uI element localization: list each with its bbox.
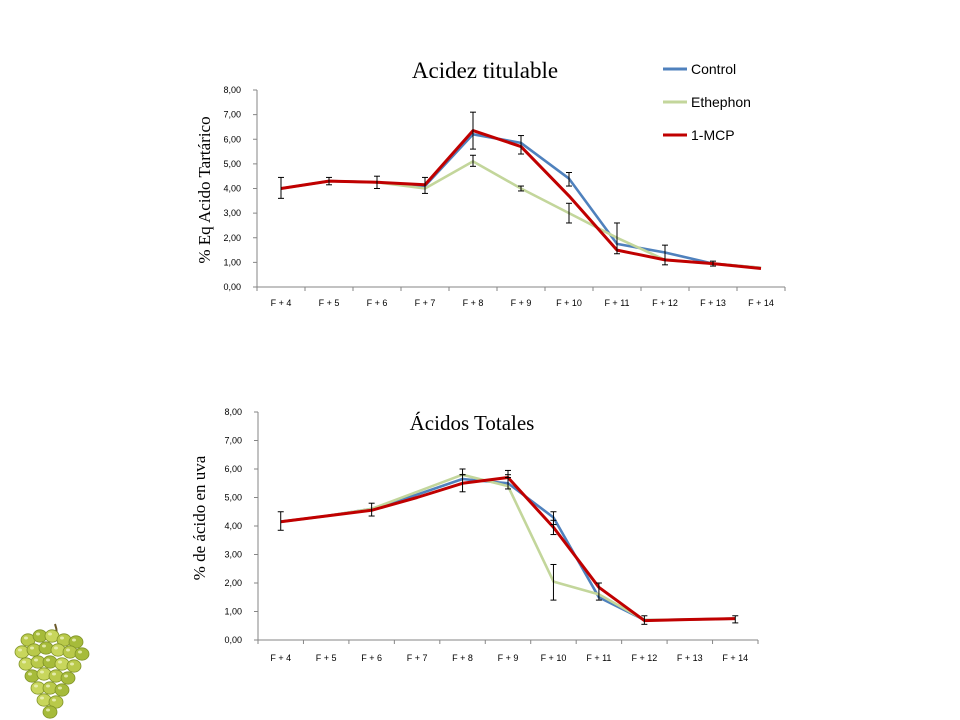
acidez-x-tick-label: F + 10: [556, 298, 582, 308]
acidez-y-tick-label: 5,00: [223, 159, 241, 169]
acidos-error-bar: [277, 511, 284, 531]
acidez-error-bar: [470, 154, 476, 167]
acidez-error-bar: [566, 171, 572, 187]
acidez-x-tick-label: F + 12: [652, 298, 678, 308]
acidos-x-tick-label: F + 11: [586, 653, 611, 663]
acidez-x-tick-label: F + 13: [700, 298, 726, 308]
acidos-x-tick-label: F + 4: [270, 653, 291, 663]
acidez-y-tick-label: 2,00: [223, 233, 241, 243]
acidos-x-tick-label: F + 7: [407, 653, 428, 663]
acidos-error-bar: [459, 468, 466, 476]
acidos-error-bar: [550, 563, 557, 601]
acidez-error-bar: [470, 111, 476, 150]
acidez-y-tick-label: 0,00: [223, 282, 241, 292]
acidos-y-tick-label: 1,00: [224, 607, 242, 617]
acidos-series-1-mcp: [280, 476, 736, 623]
acidos-x-tick-label: F + 8: [452, 653, 473, 663]
legend-label: Ethephon: [691, 94, 751, 110]
acidos-y-tick-label: 6,00: [224, 464, 242, 474]
legend-label: Control: [691, 61, 736, 77]
acidos-y-tick-label: 7,00: [224, 436, 242, 446]
acidez-y-tick-label: 7,00: [223, 110, 241, 120]
acidos-error-bar: [368, 502, 375, 517]
acidos-chart-title: Ácidos Totales: [410, 411, 535, 435]
acidos-x-tick-label: F + 14: [722, 653, 748, 663]
chart-acidez-titulable: Acidez titulable % Eq Acido Tartárico 0,00…: [195, 58, 786, 308]
acidez-x-tick-label: F + 9: [511, 298, 532, 308]
acidez-series-ethephon: [280, 160, 762, 270]
acidos-series-control: [280, 477, 736, 622]
acidos-y-tick-label: 8,00: [224, 407, 242, 417]
acidez-error-bar: [518, 185, 524, 192]
chart-acidos-totales: Ácidos Totales % de ácido en uva 0,00 1,00 2…: [190, 407, 759, 663]
acidez-error-bar: [422, 176, 428, 194]
acidos-x-tick-label: F + 6: [361, 653, 382, 663]
acidos-error-bar: [505, 469, 511, 479]
acidez-x-tick-label: F + 8: [463, 298, 484, 308]
acidos-x-tick-label: F + 12: [631, 653, 657, 663]
acidez-x-tick-label: F + 7: [415, 298, 436, 308]
legend-item-1-mcp: 1-MCP: [663, 127, 735, 143]
acidez-error-bar: [662, 244, 668, 266]
acidez-x-tick-label: F + 5: [319, 298, 340, 308]
acidez-error-bar: [326, 176, 332, 186]
acidez-error-bar: [614, 222, 620, 255]
acidez-error-bar: [566, 202, 572, 224]
acidos-y-tick-label: 0,00: [224, 635, 242, 645]
acidos-error-bar: [641, 615, 648, 625]
acidez-chart-title: Acidez titulable: [412, 58, 558, 83]
acidez-error-bar: [710, 260, 716, 267]
acidez-error-bar: [278, 176, 284, 199]
acidez-error-bar: [374, 175, 380, 189]
acidez-y-tick-label: 3,00: [223, 208, 241, 218]
acidez-x-tick-label: F + 6: [367, 298, 388, 308]
acidos-y-tick-label: 3,00: [224, 550, 242, 560]
acidez-y-axis-label: % Eq Acido Tartárico: [195, 116, 214, 263]
acidez-y-tick-label: 4,00: [223, 184, 241, 194]
acidez-x-tick-label: F + 4: [271, 298, 292, 308]
acidos-x-tick-label: F + 5: [316, 653, 337, 663]
acidos-y-axis-label: % de ácido en uva: [190, 455, 209, 580]
acidez-x-tick-label: F + 11: [604, 298, 629, 308]
legend-label: 1-MCP: [691, 127, 735, 143]
acidez-y-tick-label: 1,00: [223, 257, 241, 267]
acidez-x-tick-label: F + 14: [748, 298, 774, 308]
acidos-y-tick-label: 2,00: [224, 578, 242, 588]
legend-item-ethephon: Ethephon: [663, 94, 751, 110]
acidez-y-tick-label: 6,00: [223, 134, 241, 144]
acidos-error-bar: [550, 511, 557, 526]
acidos-y-tick-label: 5,00: [224, 493, 242, 503]
legend-item-control: Control: [663, 61, 736, 77]
acidos-series-ethephon: [280, 473, 736, 622]
grape-bunch-icon: [14, 623, 90, 719]
acidos-x-tick-label: F + 13: [677, 653, 703, 663]
acidos-x-tick-label: F + 10: [541, 653, 567, 663]
acidos-error-bar: [595, 582, 602, 601]
acidos-y-tick-label: 4,00: [224, 521, 242, 531]
acidos-x-tick-label: F + 9: [498, 653, 519, 663]
acidez-y-tick-label: 8,00: [223, 85, 241, 95]
acidez-error-bar: [518, 135, 524, 155]
acidos-error-bar: [732, 615, 739, 624]
